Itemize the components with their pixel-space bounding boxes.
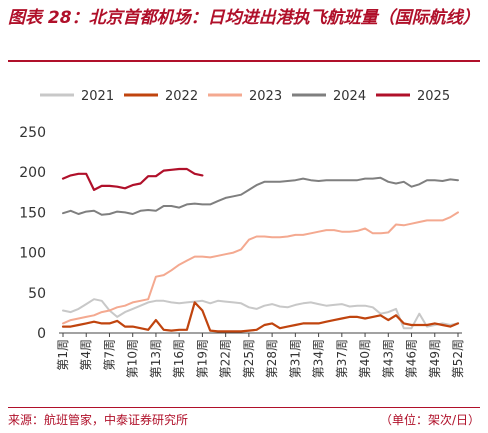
series-line-2022 <box>61 301 460 333</box>
series-lines <box>61 167 460 333</box>
series-line-2025 <box>61 167 204 192</box>
legend-label-2024: 2024 <box>333 89 366 104</box>
y-tick-label: 250 <box>19 125 46 141</box>
x-tick-label: 第34周 <box>312 339 326 378</box>
x-tick-label: 第28周 <box>265 339 279 378</box>
chart-title: 图表 28：北京首都机场：日均进出港执飞航班量（国际航线） <box>8 8 480 28</box>
x-axis: 第1周 第4周 第7周 第10周 第13周 第16周 第19周 第22周 第25周 第28周 第31… <box>56 332 465 378</box>
x-tick-label: 第16周 <box>172 339 186 378</box>
title-divider <box>8 60 480 62</box>
x-tick-label: 第40周 <box>358 339 372 378</box>
x-tick-label: 第52周 <box>451 339 465 378</box>
series-line-2024 <box>62 176 459 216</box>
x-tick-label: 第22周 <box>219 339 233 378</box>
x-tick-label: 第10周 <box>126 339 140 378</box>
y-tick-label: 50 <box>28 286 46 302</box>
x-tick-label: 第19周 <box>195 339 209 378</box>
x-tick-label: 第31周 <box>288 339 302 378</box>
legend: 2021 2022 2023 2024 2025 <box>40 89 450 104</box>
line-chart: 2021 2022 2023 2024 2025 0 50 100 150 200 250 第1周… <box>19 89 465 378</box>
y-tick-label: 0 <box>37 326 46 342</box>
footer-divider <box>8 407 480 408</box>
y-tick-label: 200 <box>19 165 46 181</box>
x-tick-label: 第1周 <box>56 339 70 371</box>
series-line-2021 <box>62 298 459 330</box>
y-axis: 0 50 100 150 200 250 <box>19 125 46 342</box>
x-tick-label: 第25周 <box>242 339 256 378</box>
x-tick-label: 第43周 <box>381 339 395 378</box>
y-tick-label: 100 <box>19 246 46 262</box>
series-line-2023 <box>62 211 459 325</box>
y-tick-label: 150 <box>19 205 46 221</box>
legend-label-2023: 2023 <box>249 89 282 104</box>
legend-label-2022: 2022 <box>165 89 198 104</box>
source-note: 来源：航班管家，中泰证券研究所 <box>8 413 189 427</box>
x-tick-label: 第46周 <box>405 339 419 378</box>
x-tick-label: 第4周 <box>79 339 93 371</box>
x-tick-label: 第37周 <box>335 339 349 378</box>
x-tick-label: 第49周 <box>428 339 442 378</box>
unit-note: （单位：架次/日） <box>379 413 480 427</box>
legend-label-2021: 2021 <box>81 89 114 104</box>
x-tick-label: 第7周 <box>102 339 116 371</box>
x-tick-label: 第13周 <box>149 339 163 378</box>
legend-label-2025: 2025 <box>417 89 450 104</box>
